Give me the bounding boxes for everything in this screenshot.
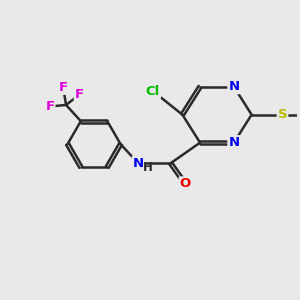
Text: F: F [58,81,68,94]
Text: H: H [143,161,153,174]
Text: O: O [180,177,191,190]
Text: N: N [133,157,144,170]
Text: F: F [45,100,55,113]
Text: N: N [228,136,239,149]
Text: F: F [75,88,84,101]
Text: N: N [228,80,239,93]
Text: S: S [278,108,287,121]
Text: Cl: Cl [146,85,160,98]
